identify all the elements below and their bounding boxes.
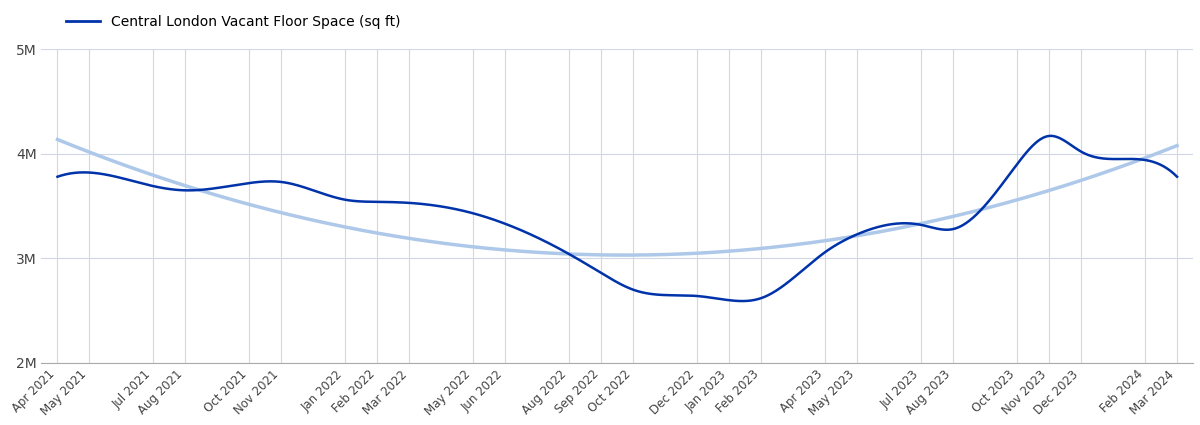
Legend: Central London Vacant Floor Space (sq ft): Central London Vacant Floor Space (sq ft…	[60, 9, 407, 34]
